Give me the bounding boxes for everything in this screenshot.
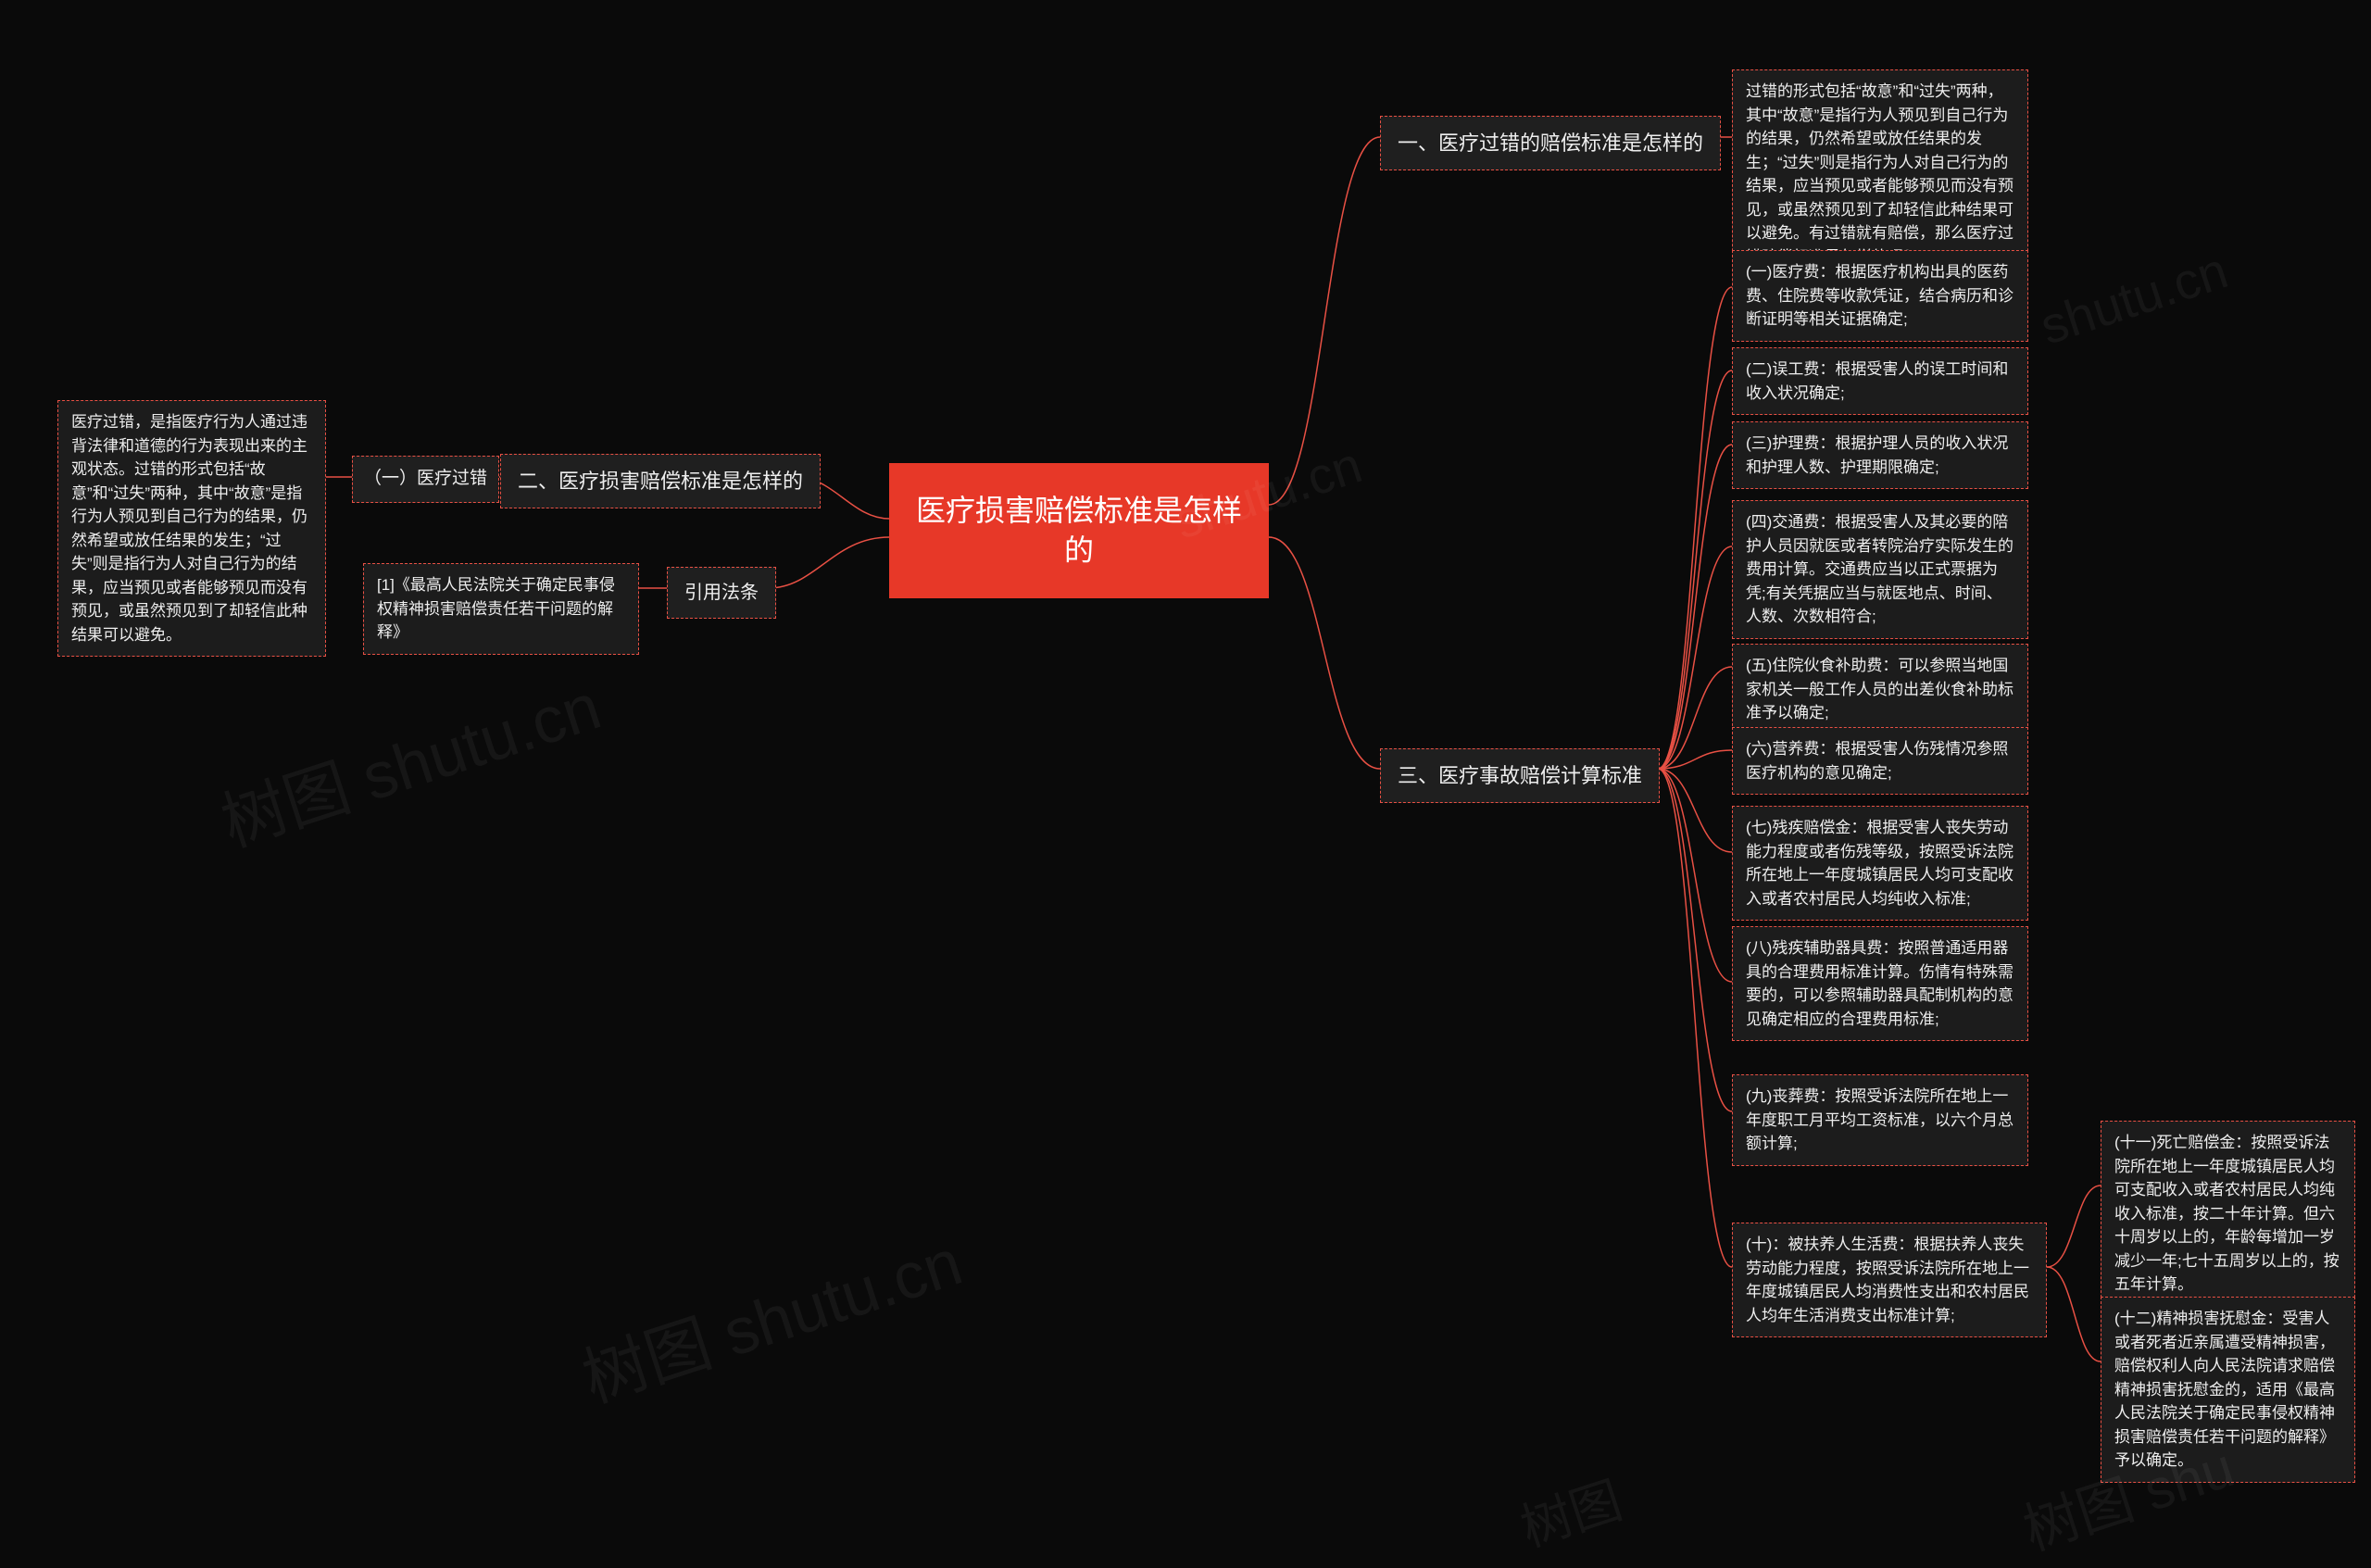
b3-item-3: (三)护理费：根据护理人员的收入状况和护理人数、护理期限确定;: [1732, 421, 2028, 489]
b3-item-11: (十一)死亡赔偿金：按照受诉法院所在地上一年度城镇居民人均可支配收入或者农村居民…: [2101, 1121, 2355, 1307]
watermark: 树图: [1510, 1459, 1629, 1561]
watermark: shutu.cn: [2033, 240, 2235, 356]
b3-item-9: (九)丧葬费：按照受诉法院所在地上一年度职工月平均工资标准，以六个月总额计算;: [1732, 1074, 2028, 1166]
branch-1-desc: 过错的形式包括“故意”和“过失”两种，其中“故意”是指行为人预见到自己行为的结果…: [1732, 69, 2028, 279]
root-node[interactable]: 医疗损害赔偿标准是怎样的: [889, 463, 1269, 598]
b3-item-8: (八)残疾辅助器具费：按照普通适用器具的合理费用标准计算。伤情有特殊需要的，可以…: [1732, 926, 2028, 1041]
b3-item-6: (六)营养费：根据受害人伤残情况参照医疗机构的意见确定;: [1732, 727, 2028, 795]
b3-item-12: (十二)精神损害抚慰金：受害人或者死者近亲属遭受精神损害，赔偿权利人向人民法院请…: [2101, 1297, 2355, 1483]
branch-2-sub1-desc: 医疗过错，是指医疗行为人通过违背法律和道德的行为表现出来的主观状态。过错的形式包…: [57, 400, 326, 657]
branch-2-sub1[interactable]: （一）医疗过错: [352, 456, 499, 503]
branch-2[interactable]: 二、医疗损害赔偿标准是怎样的: [500, 454, 821, 508]
b3-item-4: (四)交通费：根据受害人及其必要的陪护人员因就医或者转院治疗实际发生的费用计算。…: [1732, 500, 2028, 639]
b3-item-1: (一)医疗费：根据医疗机构出具的医药费、住院费等收款凭证，结合病历和诊断证明等相…: [1732, 250, 2028, 342]
citation[interactable]: 引用法条: [667, 567, 776, 619]
watermark: 树图 shutu.cn: [570, 1210, 972, 1421]
branch-3[interactable]: 三、医疗事故赔偿计算标准: [1380, 748, 1660, 803]
b3-item-5: (五)住院伙食补助费：可以参照当地国家机关一般工作人员的出差伙食补助标准予以确定…: [1732, 644, 2028, 735]
watermark: 树图 shutu.cn: [208, 655, 611, 865]
branch-1[interactable]: 一、医疗过错的赔偿标准是怎样的: [1380, 116, 1721, 170]
citation-ref: [1]《最高人民法院关于确定民事侵权精神损害赔偿责任若干问题的解释》: [363, 563, 639, 655]
b3-item-7: (七)残疾赔偿金：根据受害人丧失劳动能力程度或者伤残等级，按照受诉法院所在地上一…: [1732, 806, 2028, 921]
b3-item-10: (十)：被扶养人生活费：根据扶养人丧失劳动能力程度，按照受诉法院所在地上一年度城…: [1732, 1223, 2047, 1337]
b3-item-2: (二)误工费：根据受害人的误工时间和收入状况确定;: [1732, 347, 2028, 415]
mindmap-canvas: 医疗损害赔偿标准是怎样的 二、医疗损害赔偿标准是怎样的 （一）医疗过错 医疗过错…: [0, 0, 2371, 1568]
